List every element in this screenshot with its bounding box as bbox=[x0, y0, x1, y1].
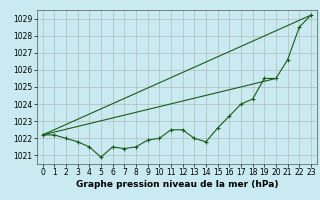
X-axis label: Graphe pression niveau de la mer (hPa): Graphe pression niveau de la mer (hPa) bbox=[76, 180, 278, 189]
